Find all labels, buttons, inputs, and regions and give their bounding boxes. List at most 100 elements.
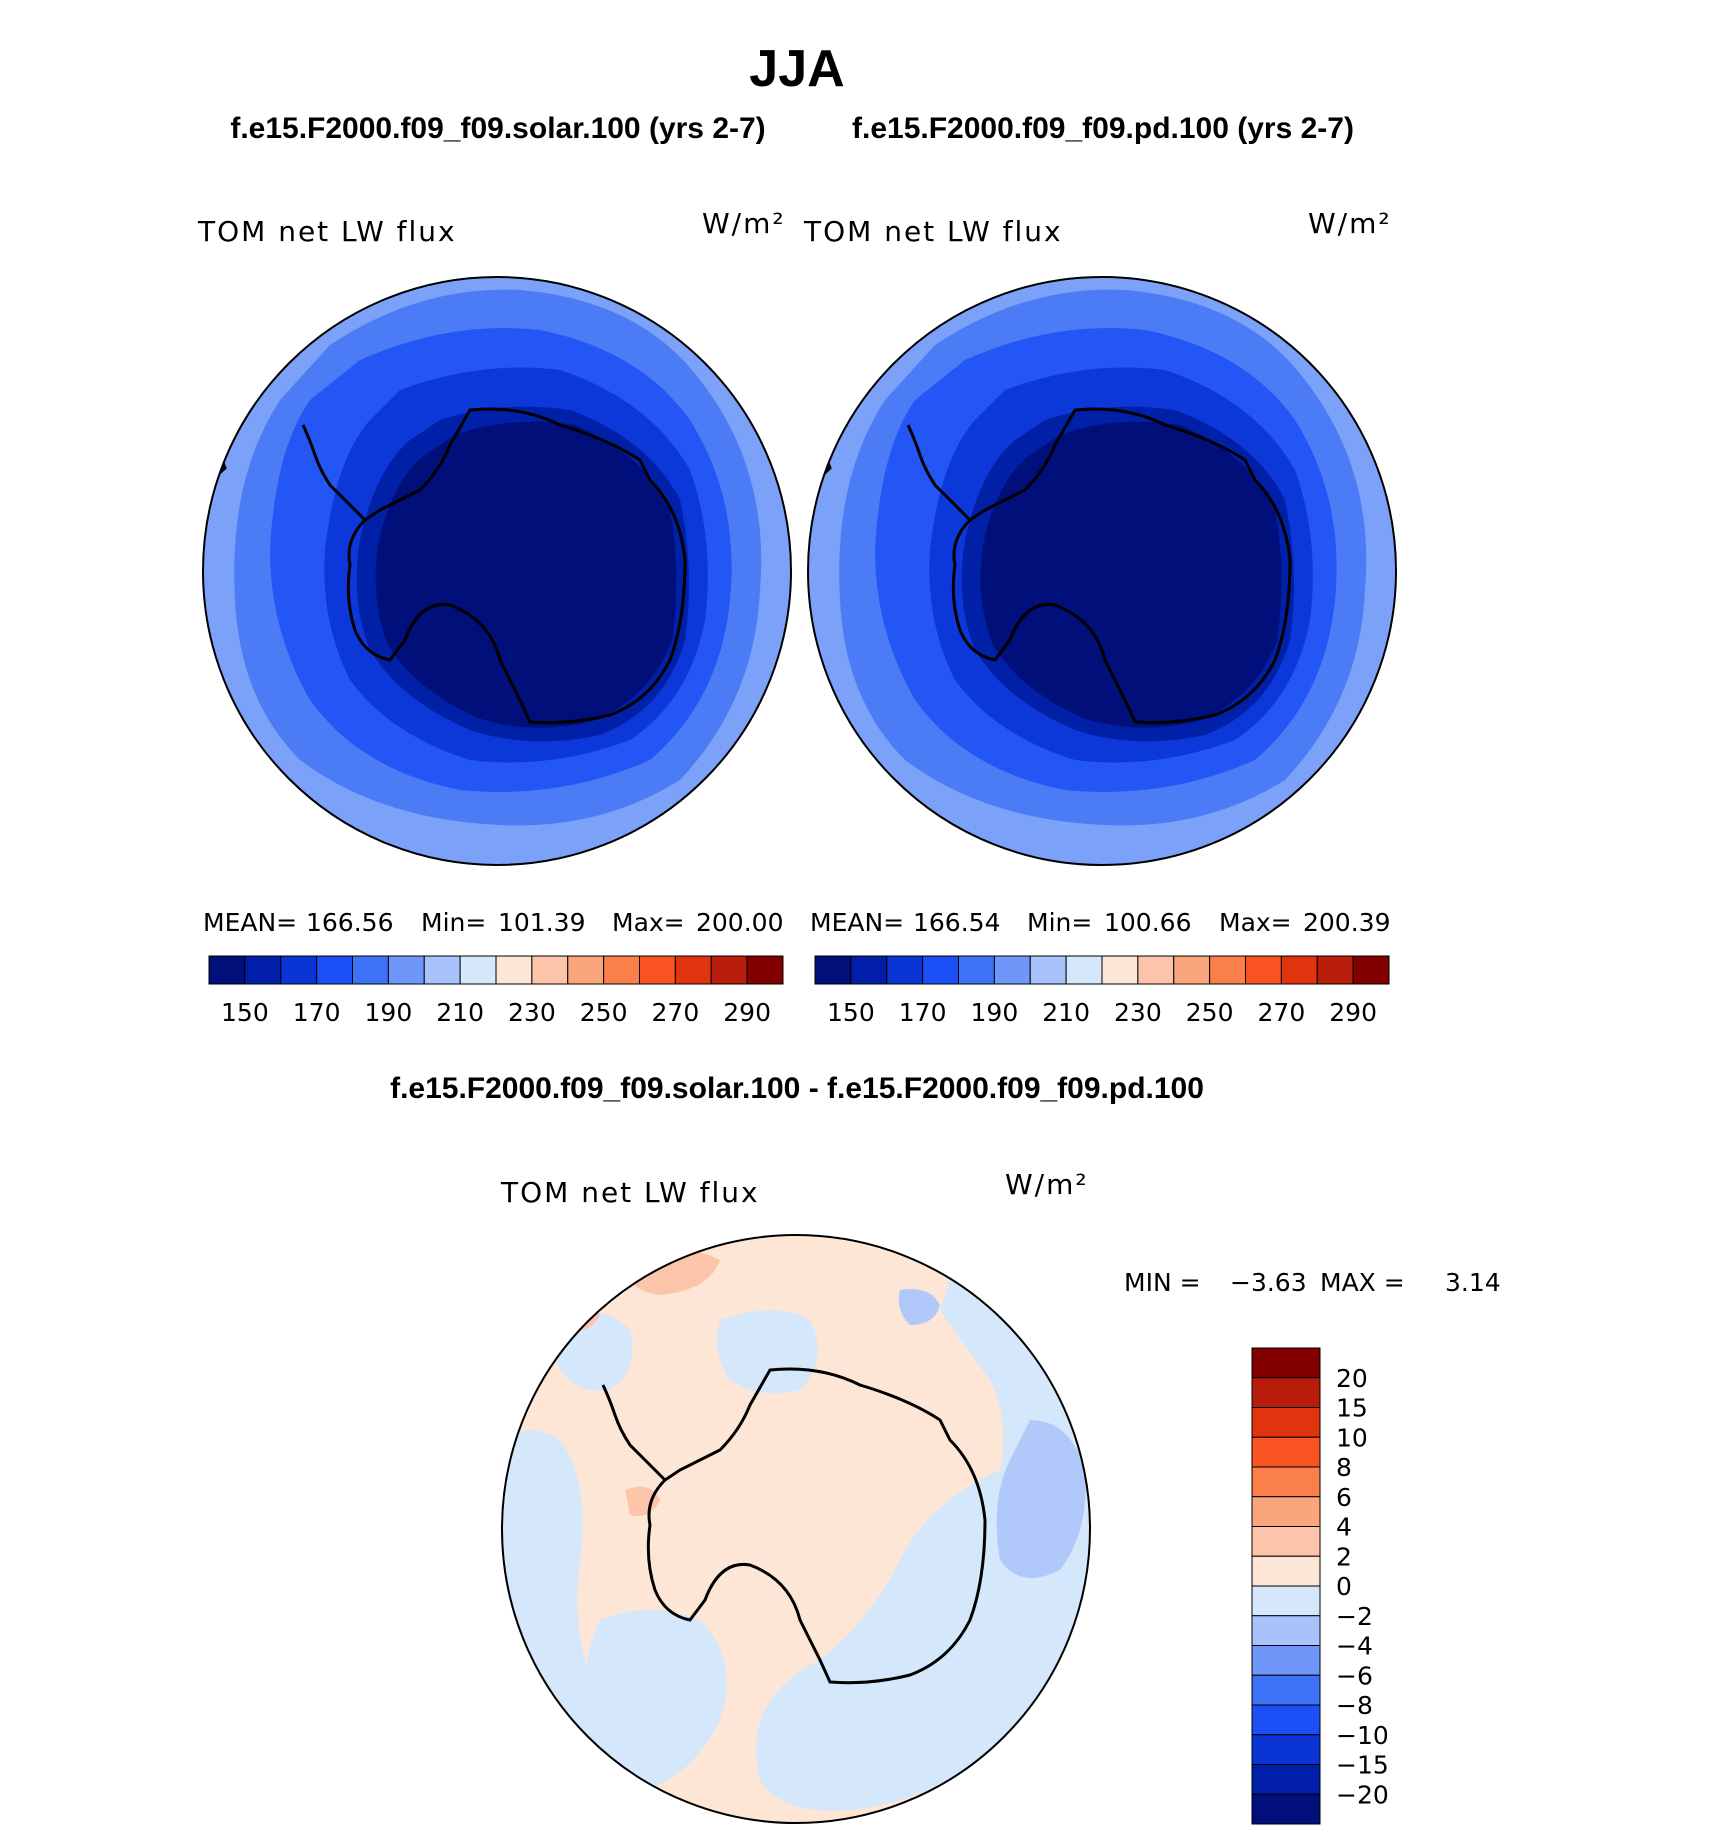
difference-colorbar-tick-label-5: 4 — [1336, 1513, 1352, 1542]
difference-colorbar-swatch-15 — [1251, 1793, 1321, 1825]
right-colorbar-swatch-6 — [1029, 955, 1067, 985]
difference-colorbar-swatch-12 — [1251, 1704, 1321, 1736]
right-colorbar-tick-label-5: 250 — [1186, 998, 1234, 1027]
left-max-label: Max= — [612, 908, 685, 937]
right-colorbar-tick-label-1: 170 — [899, 998, 947, 1027]
left-mean-label: MEAN= — [203, 908, 297, 937]
right-min-value: 100.66 — [1104, 908, 1191, 937]
left-colorbar-swatch-6 — [423, 955, 461, 985]
right-colorbar-tick-label-7: 290 — [1329, 998, 1377, 1027]
difference-map-border — [501, 1234, 1091, 1824]
left-colorbar-tick-label-3: 210 — [436, 998, 484, 1027]
left-colorbar-swatch-0 — [208, 955, 246, 985]
right-colorbar-swatch-0 — [814, 955, 852, 985]
difference-negative-region-north — [716, 1310, 818, 1394]
difference-map — [502, 1235, 1090, 1823]
right-map — [808, 277, 1396, 865]
right-colorbar-swatch-9 — [1137, 955, 1175, 985]
left-colorbar-swatch-12 — [639, 955, 676, 985]
left-colorbar-swatch-11 — [603, 955, 640, 985]
right-colorbar-swatch-2 — [886, 955, 924, 985]
left-stats: MEAN= 166.56 Min= 101.39 Max= 200.00 — [203, 908, 783, 937]
difference-colorbar-swatch-5 — [1251, 1496, 1321, 1527]
right-colorbar-swatch-12 — [1245, 955, 1282, 985]
difference-variable-label: TOM net LW flux — [500, 1176, 760, 1209]
difference-colorbar-tick-label-0: 20 — [1336, 1364, 1368, 1393]
difference-colorbar-swatch-6 — [1251, 1526, 1321, 1557]
difference-strong-negative-region — [996, 1420, 1086, 1578]
left-colorbar-swatch-7 — [459, 955, 497, 985]
difference-title: f.e15.F2000.f09_f09.solar.100 - f.e15.F2… — [390, 1072, 1204, 1105]
left-min-value: 101.39 — [498, 908, 585, 937]
left-colorbar-tick-label-1: 170 — [293, 998, 341, 1027]
right-colorbar-swatch-13 — [1280, 955, 1318, 985]
right-max-label: Max= — [1219, 908, 1292, 937]
left-colorbar-swatch-2 — [280, 955, 318, 985]
left-colorbar-tick-label-2: 190 — [365, 998, 413, 1027]
right-antarctica-coastline — [951, 407, 1292, 725]
left-variable-label: TOM net LW flux — [197, 215, 457, 248]
right-colorbar-tick-label-3: 210 — [1042, 998, 1090, 1027]
difference-colorbar-tick-label-14: −20 — [1336, 1780, 1389, 1809]
right-mean-value: 166.54 — [913, 908, 1000, 937]
right-min-label: Min= — [1027, 908, 1092, 937]
difference-colorbar-swatch-4 — [1251, 1466, 1321, 1498]
difference-colorbar-tick-label-12: −10 — [1336, 1721, 1389, 1750]
right-stats: MEAN= 166.54 Min= 100.66 Max= 200.39 — [810, 908, 1390, 937]
right-max-value: 200.39 — [1303, 908, 1390, 937]
right-colorbar-swatch-15 — [1352, 955, 1390, 985]
right-colorbar-swatch-3 — [922, 955, 959, 985]
left-colorbar-tick-label-6: 270 — [652, 998, 700, 1027]
left-units-label: W/m² — [702, 207, 786, 240]
right-map-level-150 — [980, 421, 1282, 728]
difference-colorbar-swatch-9 — [1251, 1615, 1321, 1646]
right-colorbar-tick-label-2: 190 — [971, 998, 1019, 1027]
difference-positive-region-peninsula — [625, 1486, 660, 1516]
left-map-border — [202, 276, 792, 866]
difference-units-label: W/m² — [1005, 1168, 1089, 1201]
left-colorbar-swatch-3 — [316, 955, 353, 985]
difference-antarctica-coastline — [646, 1367, 987, 1685]
right-map-border — [807, 276, 1397, 866]
left-colorbar-tick-label-0: 150 — [221, 998, 269, 1027]
left-colorbar-swatch-14 — [710, 955, 748, 985]
left-colorbar-swatch-4 — [352, 955, 389, 985]
difference-min-label: MIN = — [1124, 1268, 1201, 1297]
left-colorbar-swatch-1 — [244, 955, 282, 985]
right-variable-label: TOM net LW flux — [803, 215, 1063, 248]
left-min-label: Min= — [421, 908, 486, 937]
right-colorbar-swatch-4 — [958, 955, 995, 985]
difference-colorbar-tick-label-8: −2 — [1336, 1602, 1373, 1631]
difference-stats: MIN = −3.63 MAX = 3.14 — [1124, 1268, 1501, 1297]
left-colorbar-tick-label-7: 290 — [723, 998, 771, 1027]
difference-colorbar-tick-label-7: 0 — [1336, 1572, 1352, 1601]
left-colorbar-swatch-5 — [387, 955, 425, 985]
left-colorbar-swatch-10 — [567, 955, 605, 985]
difference-colorbar-tick-label-9: −4 — [1336, 1632, 1373, 1661]
left-mean-value: 166.56 — [306, 908, 393, 937]
difference-colorbar-swatch-13 — [1251, 1734, 1321, 1765]
difference-colorbar-swatch-7 — [1251, 1555, 1321, 1587]
right-colorbar-swatch-14 — [1316, 955, 1354, 985]
difference-colorbar-tick-label-10: −6 — [1336, 1661, 1373, 1690]
difference-colorbar-swatch-1 — [1251, 1377, 1321, 1408]
left-colorbar-swatch-9 — [531, 955, 569, 985]
right-mean-label: MEAN= — [810, 908, 904, 937]
difference-colorbar-swatch-11 — [1251, 1674, 1321, 1706]
difference-colorbar-tick-label-13: −15 — [1336, 1751, 1389, 1780]
right-colorbar-swatch-10 — [1173, 955, 1211, 985]
difference-max-label: MAX = — [1320, 1268, 1405, 1297]
left-map-level-150 — [375, 421, 677, 728]
difference-colorbar-tick-label-3: 8 — [1336, 1453, 1352, 1482]
difference-colorbar-tick-label-11: −8 — [1336, 1691, 1373, 1720]
right-colorbar-swatch-11 — [1209, 955, 1246, 985]
left-map — [203, 277, 791, 865]
left-max-value: 200.00 — [696, 908, 783, 937]
difference-max-value: 3.14 — [1445, 1268, 1501, 1297]
left-antarctica-coastline — [346, 407, 687, 725]
difference-colorbar-swatch-8 — [1251, 1585, 1321, 1617]
right-peninsula-coastline — [906, 424, 972, 522]
left-colorbar: 150 170 190 210 230 250 270 290 — [208, 955, 784, 1027]
